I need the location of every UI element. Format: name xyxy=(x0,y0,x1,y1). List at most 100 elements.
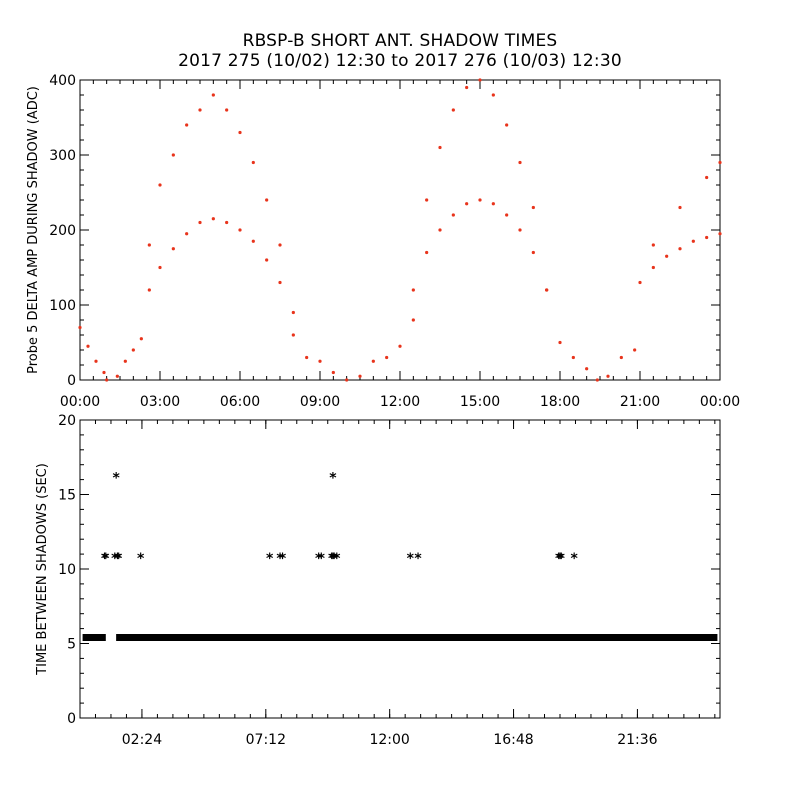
amplitude-x-tick-label: 12:00 xyxy=(380,394,420,410)
amplitude-point xyxy=(225,108,229,112)
amplitude-point xyxy=(147,288,151,292)
interval-star-point: * xyxy=(115,551,123,567)
amplitude-point xyxy=(358,374,362,378)
interval-star-point: * xyxy=(102,551,110,567)
amplitude-point xyxy=(558,340,562,345)
amplitude-point xyxy=(278,280,282,285)
amplitude-point xyxy=(171,153,175,157)
interval-star-point: * xyxy=(329,471,337,487)
amplitude-point xyxy=(291,310,295,315)
amplitude-y-tick-label: 400 xyxy=(49,73,76,89)
amplitude-point xyxy=(123,359,127,363)
interval-star-point: * xyxy=(101,551,109,567)
amplitude-point xyxy=(265,198,269,202)
amplitude-x-tick-label: 15:00 xyxy=(460,394,500,410)
interval-y-axis-label: TIME BETWEEN SHADOWS (SEC) xyxy=(35,463,50,676)
amplitude-point xyxy=(158,183,162,187)
interval-star-point: * xyxy=(414,551,422,567)
amplitude-point xyxy=(491,202,495,206)
amplitude-point xyxy=(651,243,655,247)
amplitude-point xyxy=(251,239,255,243)
amplitude-x-tick-label: 21:00 xyxy=(620,394,660,410)
amplitude-x-tick-label: 06:00 xyxy=(220,394,260,410)
amplitude-point xyxy=(94,359,98,363)
amplitude-point xyxy=(491,93,495,97)
amplitude-point xyxy=(198,220,202,225)
amplitude-point xyxy=(225,220,229,225)
amplitude-point xyxy=(211,93,215,97)
interval-star-point: * xyxy=(556,551,564,567)
amplitude-point xyxy=(718,160,722,165)
amplitude-point xyxy=(265,258,269,262)
interval-y-tick-label: 5 xyxy=(67,637,76,653)
amplitude-point xyxy=(705,175,709,180)
amplitude-point xyxy=(86,344,90,348)
interval-star-point: * xyxy=(407,551,415,567)
amplitude-x-tick-label: 09:00 xyxy=(300,394,340,410)
amplitude-point xyxy=(371,359,375,363)
amplitude-y-tick-label: 200 xyxy=(49,223,76,239)
amplitude-point xyxy=(678,247,682,251)
amplitude-point xyxy=(451,108,455,112)
amplitude-point xyxy=(678,205,682,210)
amplitude-point xyxy=(619,355,623,360)
interval-star-point: * xyxy=(329,551,337,567)
amplitude-point xyxy=(425,250,429,255)
amplitude-point xyxy=(531,250,535,255)
amplitude-point xyxy=(651,265,655,270)
interval-x-tick-label: 21:36 xyxy=(617,732,657,748)
amplitude-point xyxy=(411,288,415,292)
amplitude-point xyxy=(251,160,255,165)
amplitude-point xyxy=(718,232,722,236)
amplitude-point xyxy=(518,228,522,232)
interval-star-point: * xyxy=(558,551,566,567)
interval-x-tick-label: 07:12 xyxy=(246,732,286,748)
interval-star-point: * xyxy=(137,551,145,567)
interval-y-tick-label: 15 xyxy=(58,488,76,504)
amplitude-point xyxy=(331,370,335,375)
interval-star-point: * xyxy=(112,471,120,487)
amplitude-point xyxy=(278,243,282,247)
amplitude-point xyxy=(411,318,415,322)
amplitude-point xyxy=(115,374,119,378)
interval-star-point: * xyxy=(114,551,122,567)
interval-star-point: * xyxy=(333,551,341,567)
amplitude-plot-frame xyxy=(79,79,721,381)
amplitude-point xyxy=(158,265,162,270)
amplitude-point xyxy=(505,123,509,127)
amplitude-point xyxy=(318,359,322,363)
interval-y-tick-label: 20 xyxy=(58,413,76,429)
amplitude-point xyxy=(291,333,295,337)
amplitude-point xyxy=(139,337,143,341)
amplitude-point xyxy=(198,108,202,112)
interval-star-point: * xyxy=(331,551,339,567)
amplitude-point xyxy=(105,378,109,382)
amplitude-point xyxy=(451,213,455,217)
amplitude-point xyxy=(585,367,589,371)
amplitude-point xyxy=(238,130,242,135)
amplitude-point xyxy=(398,344,402,348)
interval-star-point: * xyxy=(318,551,326,567)
amplitude-y-tick-label: 0 xyxy=(67,373,76,389)
interval-x-tick-label: 02:24 xyxy=(122,732,162,748)
amplitude-point xyxy=(465,202,469,206)
interval-x-tick-label: 16:48 xyxy=(493,732,533,748)
amplitude-x-tick-label: 03:00 xyxy=(140,394,180,410)
amplitude-point xyxy=(211,217,215,221)
amplitude-point xyxy=(465,85,469,90)
amplitude-point xyxy=(131,348,135,352)
interval-star-point: * xyxy=(279,551,287,567)
amplitude-point xyxy=(147,243,151,247)
interval-y-tick-label: 10 xyxy=(58,562,76,578)
interval-star-point: * xyxy=(111,551,119,567)
amplitude-point xyxy=(305,355,309,360)
interval-star-point: * xyxy=(328,551,336,567)
amplitude-point xyxy=(595,378,599,382)
amplitude-point xyxy=(606,374,610,378)
amplitude-point xyxy=(185,232,189,236)
interval-plot-frame xyxy=(79,419,721,719)
amplitude-x-tick-label: 00:00 xyxy=(60,394,100,410)
amplitude-y-axis-label: Probe 5 DELTA AMP DURING SHADOW (ADC) xyxy=(26,86,41,374)
interval-y-tick-label: 0 xyxy=(67,711,76,727)
